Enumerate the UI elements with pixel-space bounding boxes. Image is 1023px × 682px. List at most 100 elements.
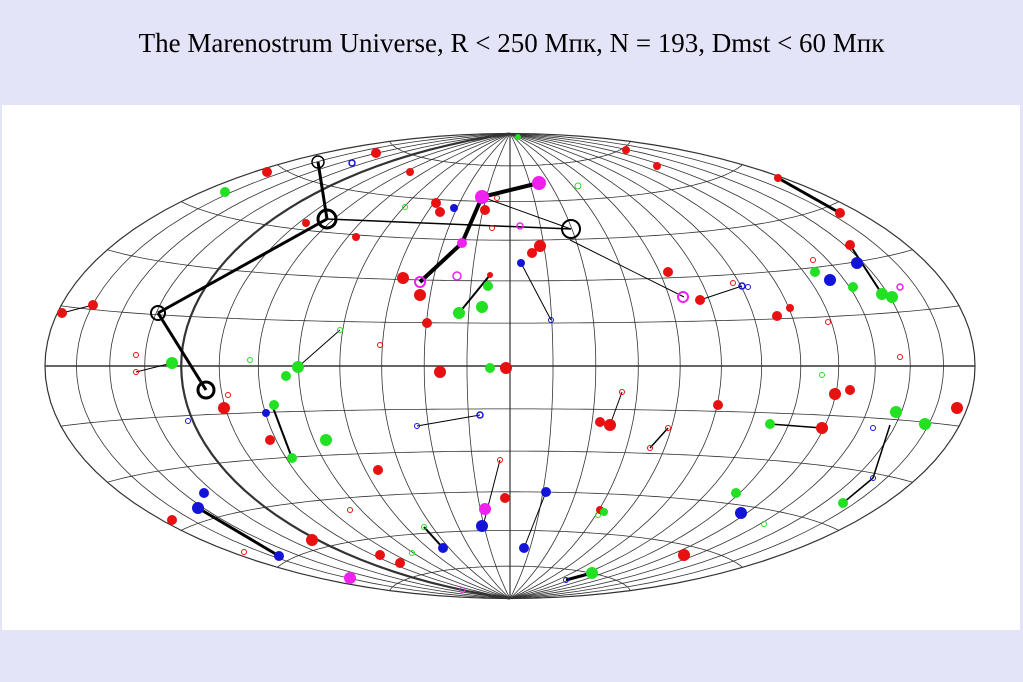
object-ring bbox=[347, 507, 353, 513]
object-dot bbox=[373, 465, 383, 475]
object-dot bbox=[476, 520, 488, 532]
link bbox=[458, 274, 491, 314]
link bbox=[769, 423, 823, 429]
object-dot bbox=[541, 487, 551, 497]
object-ring bbox=[896, 283, 904, 291]
object-dot bbox=[422, 318, 432, 328]
object-dot bbox=[500, 493, 510, 503]
object-dot bbox=[713, 400, 723, 410]
object-ring bbox=[414, 423, 420, 429]
link bbox=[520, 262, 552, 321]
object-dot bbox=[192, 502, 204, 514]
object-ring bbox=[402, 204, 408, 210]
object-ring bbox=[337, 327, 343, 333]
object-ring bbox=[738, 282, 746, 290]
object-dot bbox=[919, 418, 931, 430]
object-ring bbox=[196, 380, 216, 400]
link bbox=[460, 196, 484, 244]
object-ring bbox=[150, 305, 166, 321]
object-dot bbox=[457, 238, 467, 248]
object-dot bbox=[786, 304, 794, 312]
object-dot bbox=[678, 549, 690, 561]
object-dot bbox=[829, 388, 841, 400]
object-dot bbox=[731, 488, 741, 498]
object-dot bbox=[527, 248, 537, 258]
object-dot bbox=[262, 409, 270, 417]
object-dot bbox=[262, 167, 272, 177]
link bbox=[842, 477, 874, 504]
object-ring bbox=[819, 372, 825, 378]
link bbox=[777, 176, 841, 215]
object-ring bbox=[494, 195, 500, 201]
object-ring bbox=[247, 357, 253, 363]
object-dot bbox=[302, 219, 310, 227]
object-dot bbox=[414, 289, 426, 301]
object-dot bbox=[500, 362, 512, 374]
link bbox=[418, 241, 464, 284]
object-dot bbox=[475, 190, 489, 204]
object-dot bbox=[595, 417, 605, 427]
link bbox=[416, 414, 481, 427]
object-dot bbox=[281, 371, 291, 381]
link bbox=[849, 244, 883, 295]
link bbox=[872, 424, 891, 479]
object-dot bbox=[890, 406, 902, 418]
link bbox=[481, 181, 540, 199]
grid bbox=[44, 132, 976, 600]
object-ring bbox=[241, 549, 247, 555]
object-dot bbox=[406, 168, 414, 176]
object-ring bbox=[810, 257, 816, 263]
object-dot bbox=[695, 295, 705, 305]
object-ring bbox=[825, 319, 831, 325]
object-dot bbox=[320, 434, 332, 446]
object-dot bbox=[824, 274, 836, 286]
object-ring bbox=[870, 475, 876, 481]
object-ring bbox=[225, 392, 231, 398]
object-ring bbox=[548, 317, 554, 323]
object-dot bbox=[816, 422, 828, 434]
object-ring bbox=[316, 208, 338, 230]
object-dot bbox=[534, 240, 546, 252]
link bbox=[271, 404, 293, 459]
object-ring bbox=[497, 457, 503, 463]
object-dot bbox=[199, 488, 209, 498]
object-dot bbox=[167, 515, 177, 525]
object-ring bbox=[489, 225, 495, 231]
object-dot bbox=[344, 572, 356, 584]
object-dot bbox=[886, 291, 898, 303]
object-ring bbox=[561, 219, 581, 239]
object-dot bbox=[166, 357, 178, 369]
object-dot bbox=[774, 174, 782, 182]
link bbox=[326, 218, 572, 230]
object-ring bbox=[452, 271, 462, 281]
object-dot bbox=[519, 543, 529, 553]
object-ring bbox=[311, 155, 325, 169]
object-dot bbox=[306, 534, 318, 546]
object-dot bbox=[371, 148, 381, 158]
object-dot bbox=[438, 543, 448, 553]
object-ring bbox=[870, 425, 876, 431]
object-ring bbox=[133, 369, 139, 375]
object-ring bbox=[897, 354, 903, 360]
object-ring bbox=[421, 524, 427, 530]
link bbox=[156, 312, 208, 391]
object-dot bbox=[845, 240, 855, 250]
object-ring bbox=[665, 425, 671, 431]
link bbox=[649, 427, 669, 449]
object-dot bbox=[600, 508, 608, 516]
object-ring bbox=[647, 445, 653, 451]
object-ring bbox=[516, 222, 524, 230]
object-dot bbox=[292, 361, 304, 373]
link bbox=[523, 491, 547, 549]
object-dot bbox=[835, 208, 845, 218]
object-dot bbox=[483, 281, 493, 291]
object-ring bbox=[761, 521, 767, 527]
object-ring bbox=[348, 159, 356, 167]
object-ring bbox=[133, 352, 139, 358]
object-dot bbox=[287, 453, 297, 463]
object-dot bbox=[476, 301, 488, 313]
object-dot bbox=[772, 311, 782, 321]
link bbox=[569, 239, 685, 298]
object-dot bbox=[431, 198, 441, 208]
